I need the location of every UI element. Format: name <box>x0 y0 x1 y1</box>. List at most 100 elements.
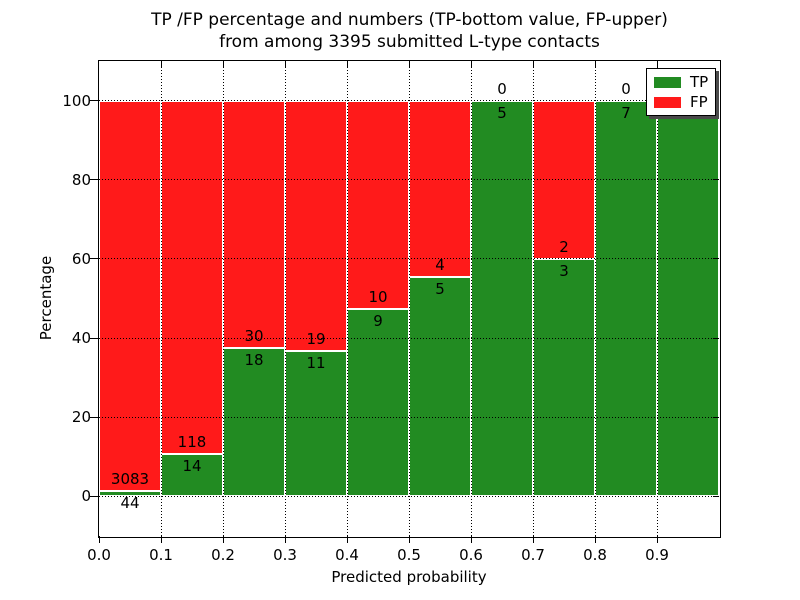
x-tick-mark <box>594 61 596 67</box>
x-tick-label: 0.8 <box>583 546 607 564</box>
bar-label-tp: 5 <box>497 103 507 122</box>
bar-segment-tp <box>533 258 595 497</box>
x-tick-mark <box>470 536 472 543</box>
chart-title: TP /FP percentage and numbers (TP-bottom… <box>0 9 800 53</box>
y-tick-mark <box>90 337 99 339</box>
y-tick-mark <box>90 179 99 181</box>
y-tick-label: 40 <box>71 329 91 348</box>
y-tick-mark <box>90 100 99 102</box>
bar-label-fp: 4 <box>435 255 445 274</box>
legend-item-fp: FP <box>654 93 708 111</box>
x-tick-mark <box>222 61 224 67</box>
x-tick-label: 0.1 <box>149 546 173 564</box>
gridline-x <box>284 61 286 536</box>
y-tick-mark <box>90 495 99 497</box>
bar-label-fp: 19 <box>306 330 326 349</box>
bar-label-tp: 7 <box>621 103 631 122</box>
chart-title-line2: from among 3395 submitted L-type contact… <box>219 32 600 52</box>
x-tick-mark <box>346 61 348 67</box>
x-tick-label: 0.0 <box>87 546 111 564</box>
x-axis-label: Predicted probability <box>331 568 487 586</box>
x-tick-label: 0.7 <box>521 546 545 564</box>
x-tick-mark <box>160 536 162 543</box>
bar-segment-tp <box>471 100 533 497</box>
gridline-x <box>656 61 658 536</box>
y-tick-mark <box>90 258 99 260</box>
bar-label-fp: 118 <box>177 433 207 452</box>
x-tick-label: 0.6 <box>459 546 483 564</box>
x-tick-label: 0.2 <box>211 546 235 564</box>
legend-label-fp: FP <box>690 93 708 111</box>
gridline-y <box>99 258 719 260</box>
x-tick-mark <box>160 61 162 67</box>
x-tick-mark <box>470 61 472 67</box>
tp-color-swatch-icon <box>654 76 681 88</box>
bar-segment-tp <box>657 100 719 497</box>
bar-label-tp: 5 <box>435 279 445 298</box>
gridline-y <box>99 495 719 497</box>
gridline-y <box>99 416 719 418</box>
gridline-x <box>408 61 410 536</box>
x-tick-mark <box>532 61 534 67</box>
bar-label-tp: 18 <box>244 350 264 369</box>
y-tick-mark <box>713 337 719 339</box>
bar-label-fp: 30 <box>244 326 264 345</box>
fp-color-swatch-icon <box>654 96 681 108</box>
bar-segment-tp <box>595 100 657 497</box>
x-tick-label: 0.9 <box>645 546 669 564</box>
y-tick-label: 20 <box>71 408 91 427</box>
x-tick-mark <box>98 536 100 543</box>
x-tick-mark <box>346 536 348 543</box>
x-tick-label: 0.4 <box>335 546 359 564</box>
gridline-y <box>99 100 719 102</box>
bar-label-fp: 0 <box>497 79 507 98</box>
y-tick-mark <box>713 495 719 497</box>
gridline-x <box>346 61 348 536</box>
y-tick-mark <box>713 416 719 418</box>
bar-segment-fp <box>223 100 285 348</box>
bar-label-tp: 44 <box>120 493 140 512</box>
gridline-x <box>470 61 472 536</box>
bar-label-tp: 11 <box>306 354 326 373</box>
x-tick-mark <box>532 536 534 543</box>
gridline-x <box>222 61 224 536</box>
plot-area: Predicted probability Percentage 3083 44 1… <box>37 60 721 586</box>
x-tick-mark <box>594 536 596 543</box>
gridline-x <box>532 61 534 536</box>
bar-label-tp: 14 <box>182 457 202 476</box>
legend-item-tp: TP <box>654 73 709 91</box>
bar-segment-tp <box>223 347 285 497</box>
bar-label-fp: 2 <box>559 237 569 256</box>
bar-segment-fp <box>99 100 161 491</box>
x-tick-label: 0.5 <box>397 546 421 564</box>
y-tick-mark <box>713 179 719 181</box>
bar-label-tp: 3 <box>559 261 569 280</box>
y-tick-label: 100 <box>62 91 91 110</box>
bar-segment-tp <box>285 351 347 497</box>
y-tick-label: 60 <box>71 249 91 268</box>
x-tick-mark <box>656 61 658 67</box>
bar-label-fp: 3083 <box>110 469 150 488</box>
bar-segment-fp <box>161 100 223 455</box>
bar-segment-tp <box>409 276 471 497</box>
legend: TP FP <box>646 68 717 116</box>
y-tick-mark <box>713 258 719 260</box>
x-tick-mark <box>408 536 410 543</box>
gridline-x <box>594 61 596 536</box>
gridline-x <box>160 61 162 536</box>
x-tick-mark <box>656 536 658 543</box>
bar-segment-fp <box>347 100 409 309</box>
x-tick-mark <box>222 536 224 543</box>
legend-label-tp: TP <box>690 73 709 91</box>
bar-label-fp: 0 <box>621 79 631 98</box>
chart-title-line1: TP /FP percentage and numbers (TP-bottom… <box>151 10 668 30</box>
x-tick-mark <box>284 536 286 543</box>
y-tick-label: 80 <box>71 170 91 189</box>
bar-label-fp: 10 <box>368 287 388 306</box>
y-tick-label: 0 <box>81 487 91 506</box>
gridline-y <box>99 337 719 339</box>
bar-segment-fp <box>285 100 347 352</box>
x-tick-mark <box>408 61 410 67</box>
x-tick-label: 0.3 <box>273 546 297 564</box>
